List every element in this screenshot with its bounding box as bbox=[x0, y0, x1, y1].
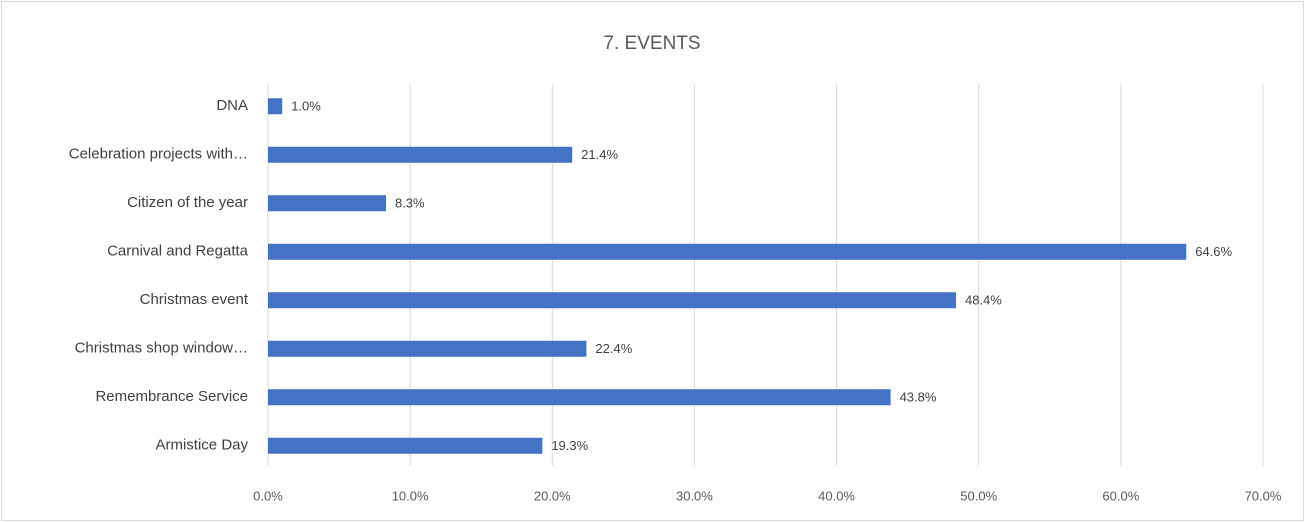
bar bbox=[268, 146, 573, 163]
y-tick-label: Remembrance Service bbox=[95, 388, 248, 405]
value-label: 64.6% bbox=[1195, 244, 1232, 259]
x-tick-label: 50.0% bbox=[960, 488, 997, 503]
x-tick-label: 70.0% bbox=[1245, 488, 1282, 503]
y-tick-label: Celebration projects with… bbox=[69, 146, 248, 163]
y-tick-label: Carnival and Regatta bbox=[107, 243, 249, 260]
y-tick-label: Citizen of the year bbox=[127, 194, 248, 211]
x-tick-label: 10.0% bbox=[392, 488, 429, 503]
x-tick-label: 0.0% bbox=[253, 488, 283, 503]
x-tick-label: 30.0% bbox=[676, 488, 713, 503]
value-label: 21.4% bbox=[581, 147, 618, 162]
bar bbox=[268, 195, 386, 212]
x-tick-label: 40.0% bbox=[818, 488, 855, 503]
value-label: 19.3% bbox=[551, 438, 588, 453]
y-tick-label: Christmas event bbox=[140, 291, 249, 308]
chart-title: 7. EVENTS bbox=[603, 33, 700, 54]
x-tick-label: 20.0% bbox=[534, 488, 571, 503]
bar bbox=[268, 98, 283, 115]
bar bbox=[268, 243, 1187, 260]
value-label: 22.4% bbox=[595, 341, 632, 356]
value-label: 43.8% bbox=[900, 390, 937, 405]
value-label: 8.3% bbox=[395, 196, 425, 211]
x-tick-label: 60.0% bbox=[1102, 488, 1139, 503]
bar bbox=[268, 292, 956, 309]
value-label: 1.0% bbox=[291, 99, 321, 114]
y-tick-label: Christmas shop window… bbox=[75, 340, 248, 357]
value-label: 48.4% bbox=[965, 293, 1002, 308]
y-tick-label: Armistice Day bbox=[155, 437, 248, 454]
bar bbox=[268, 389, 891, 406]
y-tick-label: DNA bbox=[216, 97, 248, 114]
bar bbox=[268, 340, 587, 357]
bar bbox=[268, 437, 543, 454]
